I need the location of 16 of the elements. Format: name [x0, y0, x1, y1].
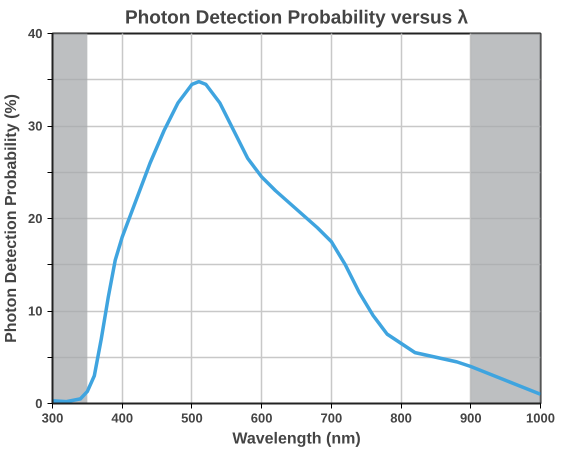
x-tick-label: 400 — [111, 410, 134, 426]
x-tick-label: 1000 — [526, 410, 555, 426]
x-tick-label: 300 — [42, 410, 64, 426]
y-tick-label: 40 — [28, 26, 43, 41]
chart-title: Photon Detection Probability versus λ — [124, 8, 468, 28]
x-tick-label: 600 — [250, 410, 272, 426]
x-tick-label: 900 — [460, 410, 482, 426]
x-axis-title: Wavelength (nm) — [232, 430, 361, 448]
y-axis-title: Photon Detection Probability (%) — [3, 94, 20, 343]
y-tick-label: 30 — [28, 118, 43, 134]
x-tick-label: 800 — [390, 410, 412, 426]
y-tick-label: 0 — [35, 396, 43, 411]
y-tick-label: 20 — [28, 211, 43, 226]
x-tick-label: 500 — [181, 410, 203, 426]
x-tick-label: 700 — [320, 410, 342, 426]
y-tick-label: 10 — [28, 304, 43, 318]
